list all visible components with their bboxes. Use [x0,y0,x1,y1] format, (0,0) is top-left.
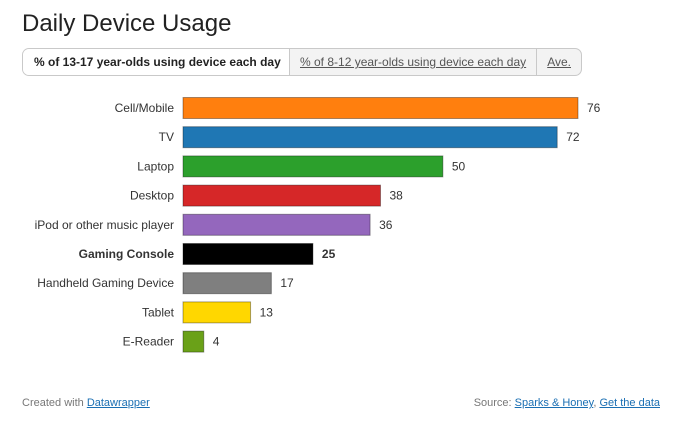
category-label-handheld-gaming-device: Handheld Gaming Device [37,276,174,290]
value-label-laptop: 50 [452,159,466,173]
bar-laptop[interactable] [182,155,444,178]
created-with-text: Created with [22,397,87,409]
source-prefix-text: Source: [473,397,515,409]
tab-bar: % of 13-17 year-olds using device each d… [22,48,582,76]
source-separator: , [593,397,600,409]
category-label-tv: TV [159,130,174,144]
category-label-desktop: Desktop [130,189,174,203]
bar-tablet[interactable] [182,301,252,324]
tab-average[interactable]: Ave. [536,49,581,75]
value-label-gaming-console: 25 [322,247,336,261]
category-label-e-reader: E-Reader [123,335,174,349]
value-label-e-reader: 4 [213,335,220,349]
bar-tv[interactable] [182,126,558,149]
value-label-ipod-or-other-music-player: 36 [379,218,393,232]
bar-cell-mobile[interactable] [182,97,579,119]
tab-8-12-year-olds[interactable]: % of 8-12 year-olds using device each da… [289,49,536,75]
bar-desktop[interactable] [182,184,381,207]
category-label-cell-mobile: Cell/Mobile [115,101,175,115]
footer-credit: Created with Datawrapper [22,397,150,409]
category-label-laptop: Laptop [137,159,174,173]
value-label-tv: 72 [566,130,580,144]
category-label-ipod-or-other-music-player: iPod or other music player [35,218,174,232]
get-the-data-link[interactable]: Get the data [599,397,660,409]
tab-13-17-year-olds[interactable]: % of 13-17 year-olds using device each d… [23,49,289,75]
category-label-gaming-console: Gaming Console [79,247,175,261]
datawrapper-link[interactable]: Datawrapper [86,397,150,409]
bar-handheld-gaming-device[interactable] [182,272,272,295]
value-label-tablet: 13 [260,305,274,319]
bar-e-reader[interactable] [182,330,205,353]
footer-source: Source: Sparks & Honey, Get the data [474,397,660,409]
value-label-cell-mobile: 76 [587,101,601,115]
bar-ipod-or-other-music-player[interactable] [182,213,371,236]
chart-title: Daily Device Usage [22,10,232,37]
source-link[interactable]: Sparks & Honey [514,397,594,409]
value-label-handheld-gaming-device: 17 [280,276,294,290]
bar-gaming-console[interactable] [182,243,314,265]
bar-chart: Cell/Mobile 76 TV 72 Laptop 50 Desktop 38 iPod o… [35,97,601,353]
value-label-desktop: 38 [390,189,404,203]
category-label-tablet: Tablet [142,305,175,319]
